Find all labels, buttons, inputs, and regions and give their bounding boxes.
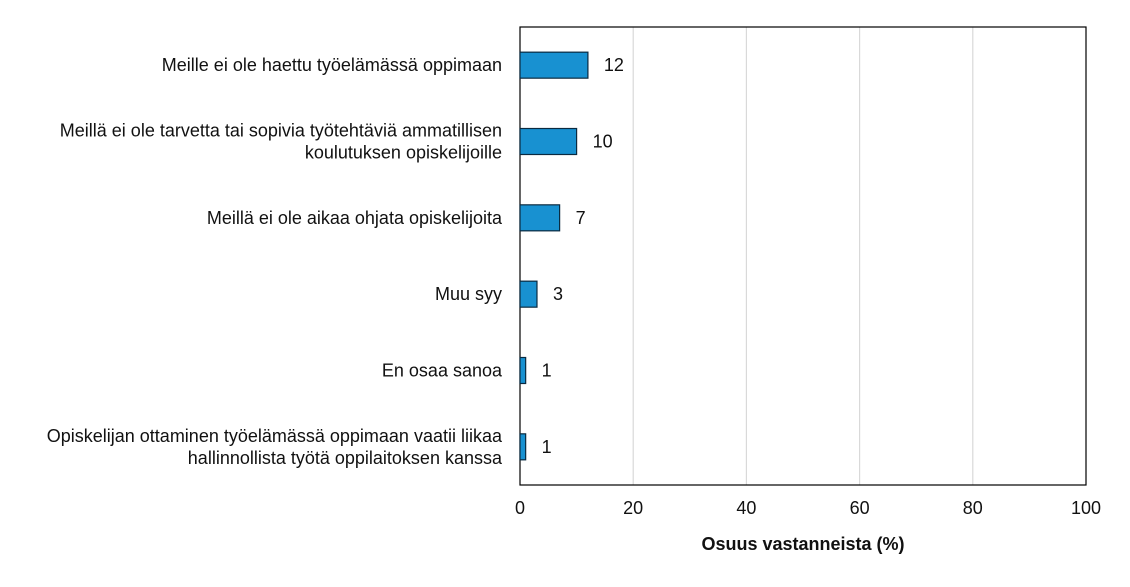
category-label: Meillä ei ole tarvetta tai sopivia työte… (60, 121, 502, 163)
data-label: 3 (553, 284, 563, 304)
x-tick-label: 0 (515, 498, 525, 518)
category-label-line: Muu syy (435, 284, 502, 304)
category-label-line: hallinnollista työtä oppilaitoksen kanss… (188, 448, 503, 468)
bar (519, 356, 527, 385)
x-axis-title: Osuus vastanneista (%) (701, 534, 904, 554)
data-labels: 12 10 7 3 1 1 (542, 55, 624, 457)
category-label: En osaa sanoa (382, 361, 503, 381)
category-label: Muu syy (435, 284, 502, 304)
bar (519, 433, 527, 461)
category-label-line: Meillä ei ole tarvetta tai sopivia työte… (60, 121, 502, 141)
data-label: 10 (593, 132, 613, 152)
data-label: 7 (576, 208, 586, 228)
category-label-line: Opiskelijan ottaminen työelämässä oppima… (47, 426, 503, 446)
plot-area-frame (519, 26, 1087, 486)
x-tick-label: 100 (1071, 498, 1101, 518)
x-tick-label: 40 (736, 498, 756, 518)
bars (519, 51, 589, 461)
data-label: 12 (604, 55, 624, 75)
grid-lines (632, 27, 974, 485)
category-label-line: Meillä ei ole aikaa ohjata opiskelijoita (207, 208, 503, 228)
bar (519, 280, 538, 308)
x-tick-label: 80 (963, 498, 983, 518)
category-label-line: En osaa sanoa (382, 361, 503, 381)
bar (519, 127, 578, 156)
data-label: 1 (542, 361, 552, 381)
bar (519, 51, 589, 79)
category-label: Opiskelijan ottaminen työelämässä oppima… (47, 426, 503, 468)
data-label: 1 (542, 437, 552, 457)
x-tick-labels: 0 20 40 60 80 100 (515, 498, 1101, 518)
x-tick-label: 60 (850, 498, 870, 518)
x-tick-label: 20 (623, 498, 643, 518)
category-label: Meille ei ole haettu työelämässä oppimaa… (162, 55, 502, 75)
bar (519, 204, 561, 232)
category-label: Meillä ei ole aikaa ohjata opiskelijoita (207, 208, 503, 228)
category-labels: Meille ei ole haettu työelämässä oppimaa… (47, 55, 503, 468)
category-label-line: Meille ei ole haettu työelämässä oppimaa… (162, 55, 502, 75)
category-label-line: koulutuksen opiskelijoille (305, 143, 502, 163)
